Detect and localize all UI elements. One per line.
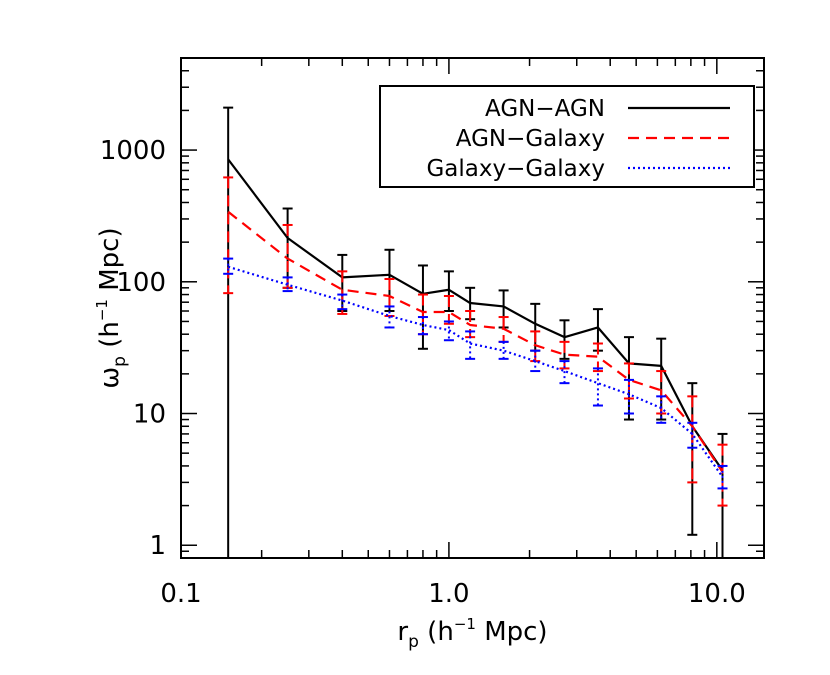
legend-box — [379, 85, 755, 188]
legend-label: AGN−Galaxy — [456, 126, 605, 152]
legend-label: AGN−AGN — [485, 96, 605, 122]
plot-marks — [223, 106, 728, 559]
y-tick-label: 100 — [116, 268, 166, 298]
y-axis-label: ωp (h−1 Mpc) — [93, 227, 130, 388]
legend-label: Galaxy−Galaxy — [426, 156, 605, 182]
series-line — [227, 265, 724, 478]
legend: AGN−AGN AGN−Galaxy Galaxy−Galaxy — [379, 85, 755, 188]
x-tick-label: 0.1 — [160, 579, 201, 609]
y-tick-label: 1000 — [100, 136, 166, 166]
tick-labels: 0.1 1.0 10.0 1 10 100 1000 — [100, 136, 746, 609]
y-tick-label: 1 — [149, 531, 166, 561]
y-axis-label-group: ωp (h−1 Mpc) — [93, 227, 130, 388]
x-axis-label: rp (h−1 Mpc) — [397, 615, 547, 652]
axis-ticks — [180, 57, 764, 559]
x-tick-label: 1.0 — [428, 579, 469, 609]
x-tick-label: 10.0 — [688, 579, 746, 609]
y-tick-label: 10 — [133, 400, 166, 430]
series-2 — [223, 257, 728, 490]
plot-frame — [180, 57, 765, 559]
